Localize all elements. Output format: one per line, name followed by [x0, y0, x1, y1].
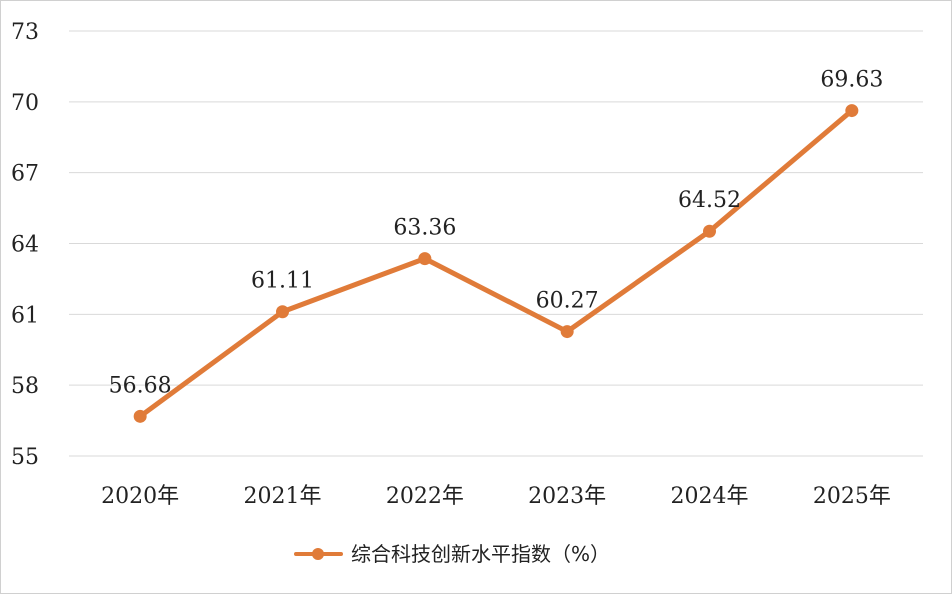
series-line	[137, 108, 855, 419]
y-tick-label: 70	[11, 91, 39, 116]
data-label: 56.68	[109, 373, 172, 398]
x-tick-label: 2020年	[101, 484, 179, 509]
y-axis-ticks: 55 58 61 64 67 70 73	[11, 20, 39, 470]
data-label: 69.63	[820, 68, 883, 93]
x-tick-label: 2022年	[386, 484, 464, 509]
y-tick-label: 67	[11, 162, 39, 187]
data-point	[276, 305, 289, 319]
legend: 综合科技创新水平指数（%）	[294, 542, 610, 566]
y-tick-label: 64	[11, 233, 39, 258]
data-label: 63.36	[393, 216, 456, 241]
x-tick-label: 2023年	[528, 484, 606, 509]
x-axis-ticks: 2020年 2021年 2022年 2023年 2024年 2025年	[101, 484, 891, 509]
x-tick-label: 2024年	[671, 484, 749, 509]
y-tick-label: 61	[11, 303, 39, 328]
data-point	[133, 409, 147, 423]
y-tick-label: 58	[11, 374, 39, 399]
data-point	[418, 252, 432, 266]
x-tick-label: 2021年	[244, 484, 322, 509]
gridlines	[69, 30, 923, 457]
y-tick-label: 55	[11, 445, 39, 470]
data-label: 61.11	[251, 269, 314, 294]
x-tick-label: 2025年	[813, 484, 891, 509]
data-point	[845, 104, 859, 118]
legend-marker-swatch	[312, 548, 324, 560]
y-tick-label: 73	[11, 20, 39, 45]
data-label: 60.27	[536, 289, 599, 314]
data-point	[560, 325, 574, 339]
data-point	[703, 224, 716, 238]
data-label: 64.52	[678, 188, 741, 213]
legend-label: 综合科技创新水平指数（%）	[351, 542, 610, 566]
series-group: 56.68 61.11 63.36 60.27 64.52 69.63	[109, 68, 883, 423]
